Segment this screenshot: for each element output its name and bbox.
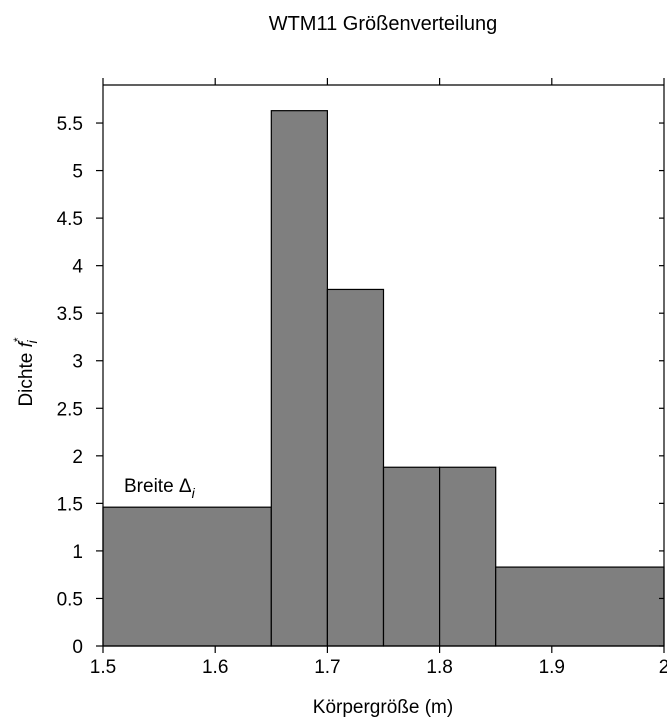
x-tick-label: 1.9 [539,657,565,678]
y-axis-label-symbol: f [16,340,37,347]
histogram-bar-6 [495,566,665,647]
y-tick-label: 3.5 [57,304,83,325]
y-axis-label: Dichte f*i [11,337,40,406]
bin-width-annotation: Breite Δi [124,476,196,501]
y-axis-label-text: Dichte [16,347,37,406]
histogram-bar-2 [270,110,328,647]
y-axis-label-superscript: * [11,337,25,342]
chart-title: WTM11 Größenverteilung [269,13,498,35]
histogram-bar-3 [326,288,385,647]
y-tick-label: 5.5 [57,114,83,135]
x-axis-label: Körpergröße (m) [313,697,453,718]
y-tick-label: 1.5 [57,494,83,515]
histogram-bar-5 [439,466,497,647]
x-tick-label: 1.6 [202,657,228,678]
y-tick-label: 0.5 [57,589,83,610]
annotation-text: Breite [124,476,179,497]
y-tick-label: 1 [72,542,83,563]
y-axis-ticks: 0 0.5 1 1.5 2 2.5 3 3.5 4 4.5 5 5.5 [57,114,664,658]
y-tick-label: 3 [72,352,83,373]
y-axis-label-subscript: i [24,339,40,343]
annotation-symbol: Δ [179,476,192,497]
histogram-bars [102,110,665,647]
x-axis-ticks: 1.5 1.6 1.7 1.8 1.9 2 [90,78,667,678]
y-tick-label: 0 [72,637,83,658]
x-tick-label: 2 [659,657,667,678]
x-tick-label: 1.8 [426,657,452,678]
x-tick-label: 1.7 [314,657,340,678]
x-tick-label: 1.5 [90,657,116,678]
y-tick-label: 2.5 [57,399,83,420]
histogram-bar-1 [102,506,272,647]
y-tick-label: 5 [72,162,83,183]
histogram-bar-4 [382,466,441,647]
y-tick-label: 2 [72,447,83,468]
annotation-subscript: i [192,485,196,501]
y-tick-label: 4.5 [57,209,83,230]
y-tick-label: 4 [72,257,83,278]
axes [102,84,665,647]
